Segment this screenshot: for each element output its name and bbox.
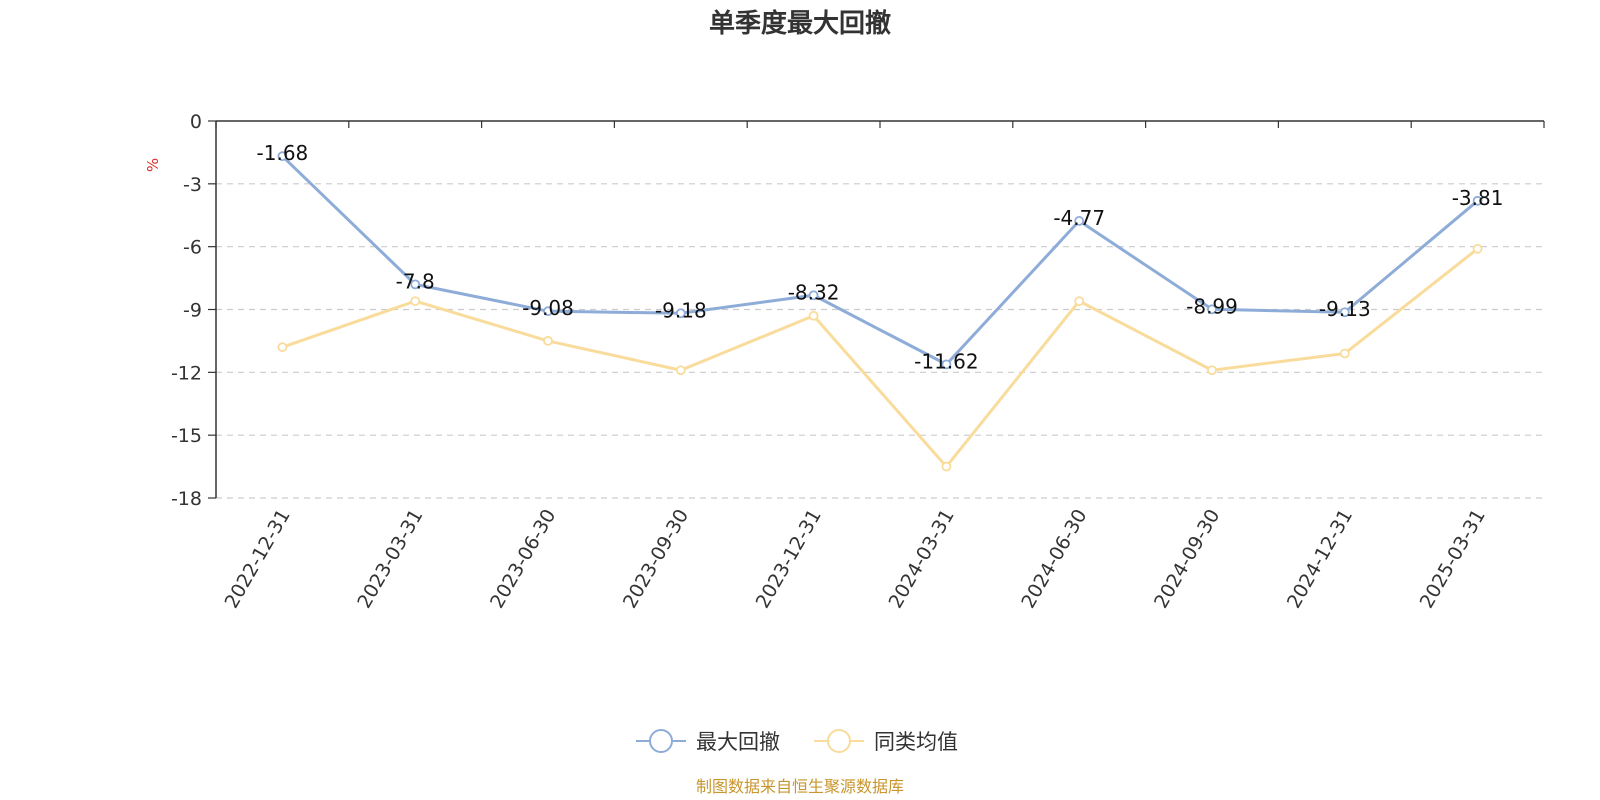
- data-point: [675, 308, 686, 319]
- legend-marker: [827, 729, 851, 753]
- series-line: [281, 247, 1479, 469]
- x-tick-label: 2023-03-31: [353, 506, 427, 613]
- data-point: [941, 359, 952, 370]
- data-label: -9.13: [1319, 297, 1371, 321]
- x-tick-label: 2024-03-31: [884, 506, 958, 613]
- legend-label: 最大回撤: [696, 730, 780, 754]
- data-point: [1339, 307, 1350, 318]
- data-point: [277, 151, 288, 162]
- data-point: [1339, 348, 1350, 359]
- y-tick-label: -3: [183, 174, 202, 196]
- chart-title: 单季度最大回撤: [709, 8, 891, 39]
- data-label: -4.77: [1053, 206, 1105, 230]
- y-tick-label: -9: [183, 300, 202, 322]
- data-label: -9.08: [522, 296, 574, 320]
- x-tick-label: 2024-09-30: [1150, 506, 1224, 613]
- data-point: [543, 306, 553, 317]
- data-point: [808, 310, 819, 321]
- data-label: -8.32: [788, 280, 840, 304]
- x-tick-label: 2023-12-31: [752, 506, 826, 613]
- data-point: [410, 296, 421, 307]
- grid-lines: [216, 183, 1544, 499]
- data-point: [1472, 195, 1483, 206]
- data-label: -3.81: [1452, 186, 1504, 210]
- x-tick-label: 2023-06-30: [486, 506, 560, 613]
- data-point: [1074, 216, 1085, 226]
- data-point: [543, 336, 553, 346]
- source-note: 制图数据来自恒生聚源数据库: [696, 777, 904, 796]
- legend: 最大回撤 同类均值: [636, 729, 958, 754]
- y-tick-label: -15: [171, 425, 202, 447]
- data-point: [941, 461, 952, 472]
- data-point: [1207, 365, 1217, 376]
- series-layer: [277, 151, 1483, 472]
- x-tick-label: 2025-03-31: [1416, 506, 1490, 613]
- data-point: [808, 290, 819, 301]
- x-tick-label: 2022-12-31: [220, 506, 294, 613]
- y-tick-label: -18: [171, 488, 202, 510]
- axes: 0 -3 -6 -9 -12 -15 -18 2022-12-31 2023-03-31 2023…: [171, 111, 1545, 613]
- legend-label: 同类均值: [874, 730, 958, 754]
- x-tick-label: 2024-12-31: [1283, 506, 1357, 613]
- data-label: -1.68: [257, 141, 309, 165]
- data-point: [277, 342, 288, 353]
- y-tick-label: 0: [190, 111, 202, 133]
- data-point: [1074, 296, 1085, 307]
- data-label: -7.8: [396, 269, 435, 293]
- data-point: [675, 365, 686, 376]
- data-labels: -1.68 -7.8 -9.08 -9.18 -8.32 -11.62 -4.77 -8.99…: [257, 141, 1504, 373]
- legend-item: 最大回撤: [636, 729, 780, 754]
- data-label: -9.18: [655, 298, 707, 322]
- y-axis-unit: %: [144, 158, 162, 172]
- legend-item: 同类均值: [814, 729, 958, 754]
- x-tick-label: 2023-09-30: [619, 506, 693, 613]
- data-label: -8.99: [1186, 294, 1238, 318]
- series-line: [281, 155, 1479, 366]
- data-point: [1472, 243, 1483, 254]
- y-tick-label: -12: [171, 362, 202, 384]
- data-point: [1207, 304, 1217, 315]
- data-label: -11.62: [914, 349, 978, 373]
- data-point: [410, 279, 421, 290]
- legend-marker: [649, 729, 673, 753]
- y-tick-label: -6: [183, 237, 202, 259]
- x-tick-label: 2024-06-30: [1017, 506, 1091, 613]
